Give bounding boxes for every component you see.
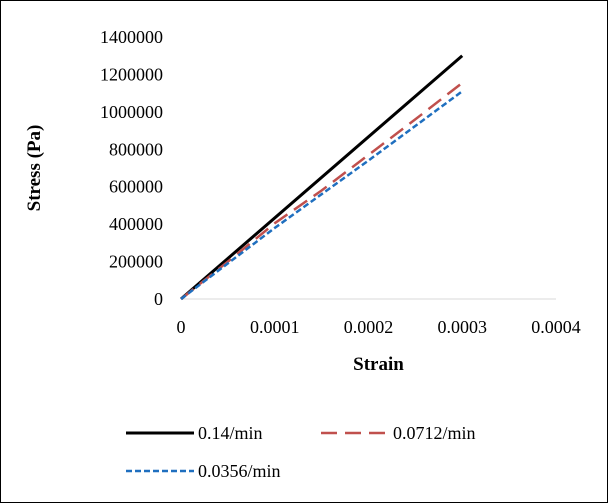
legend-label-2: 0.0356/min (198, 461, 281, 481)
x-tick-label: 0.0001 (250, 317, 300, 337)
y-tick-label: 0 (154, 289, 163, 309)
y-tick-label: 200000 (109, 252, 163, 272)
y-axis-title: Stress (Pa) (24, 125, 45, 212)
x-tick-label: 0.0002 (344, 317, 394, 337)
x-axis-title: Strain (353, 354, 404, 375)
y-tick-label: 400000 (109, 214, 163, 234)
legend-label-1: 0.0712/min (393, 423, 476, 443)
series-line-1 (180, 81, 463, 300)
legend-label-0: 0.14/min (198, 423, 263, 443)
series-line-0 (180, 54, 464, 301)
x-tick-label: 0 (177, 317, 186, 337)
y-tick-label: 800000 (109, 139, 163, 159)
x-tick-label: 0.0004 (531, 317, 581, 337)
y-tick-label: 1000000 (100, 102, 163, 122)
y-tick-label: 1200000 (100, 64, 163, 84)
y-tick-label: 1400000 (100, 27, 163, 47)
series-line-2 (180, 90, 463, 300)
y-tick-label: 600000 (109, 177, 163, 197)
x-tick-label: 0.0003 (438, 317, 488, 337)
